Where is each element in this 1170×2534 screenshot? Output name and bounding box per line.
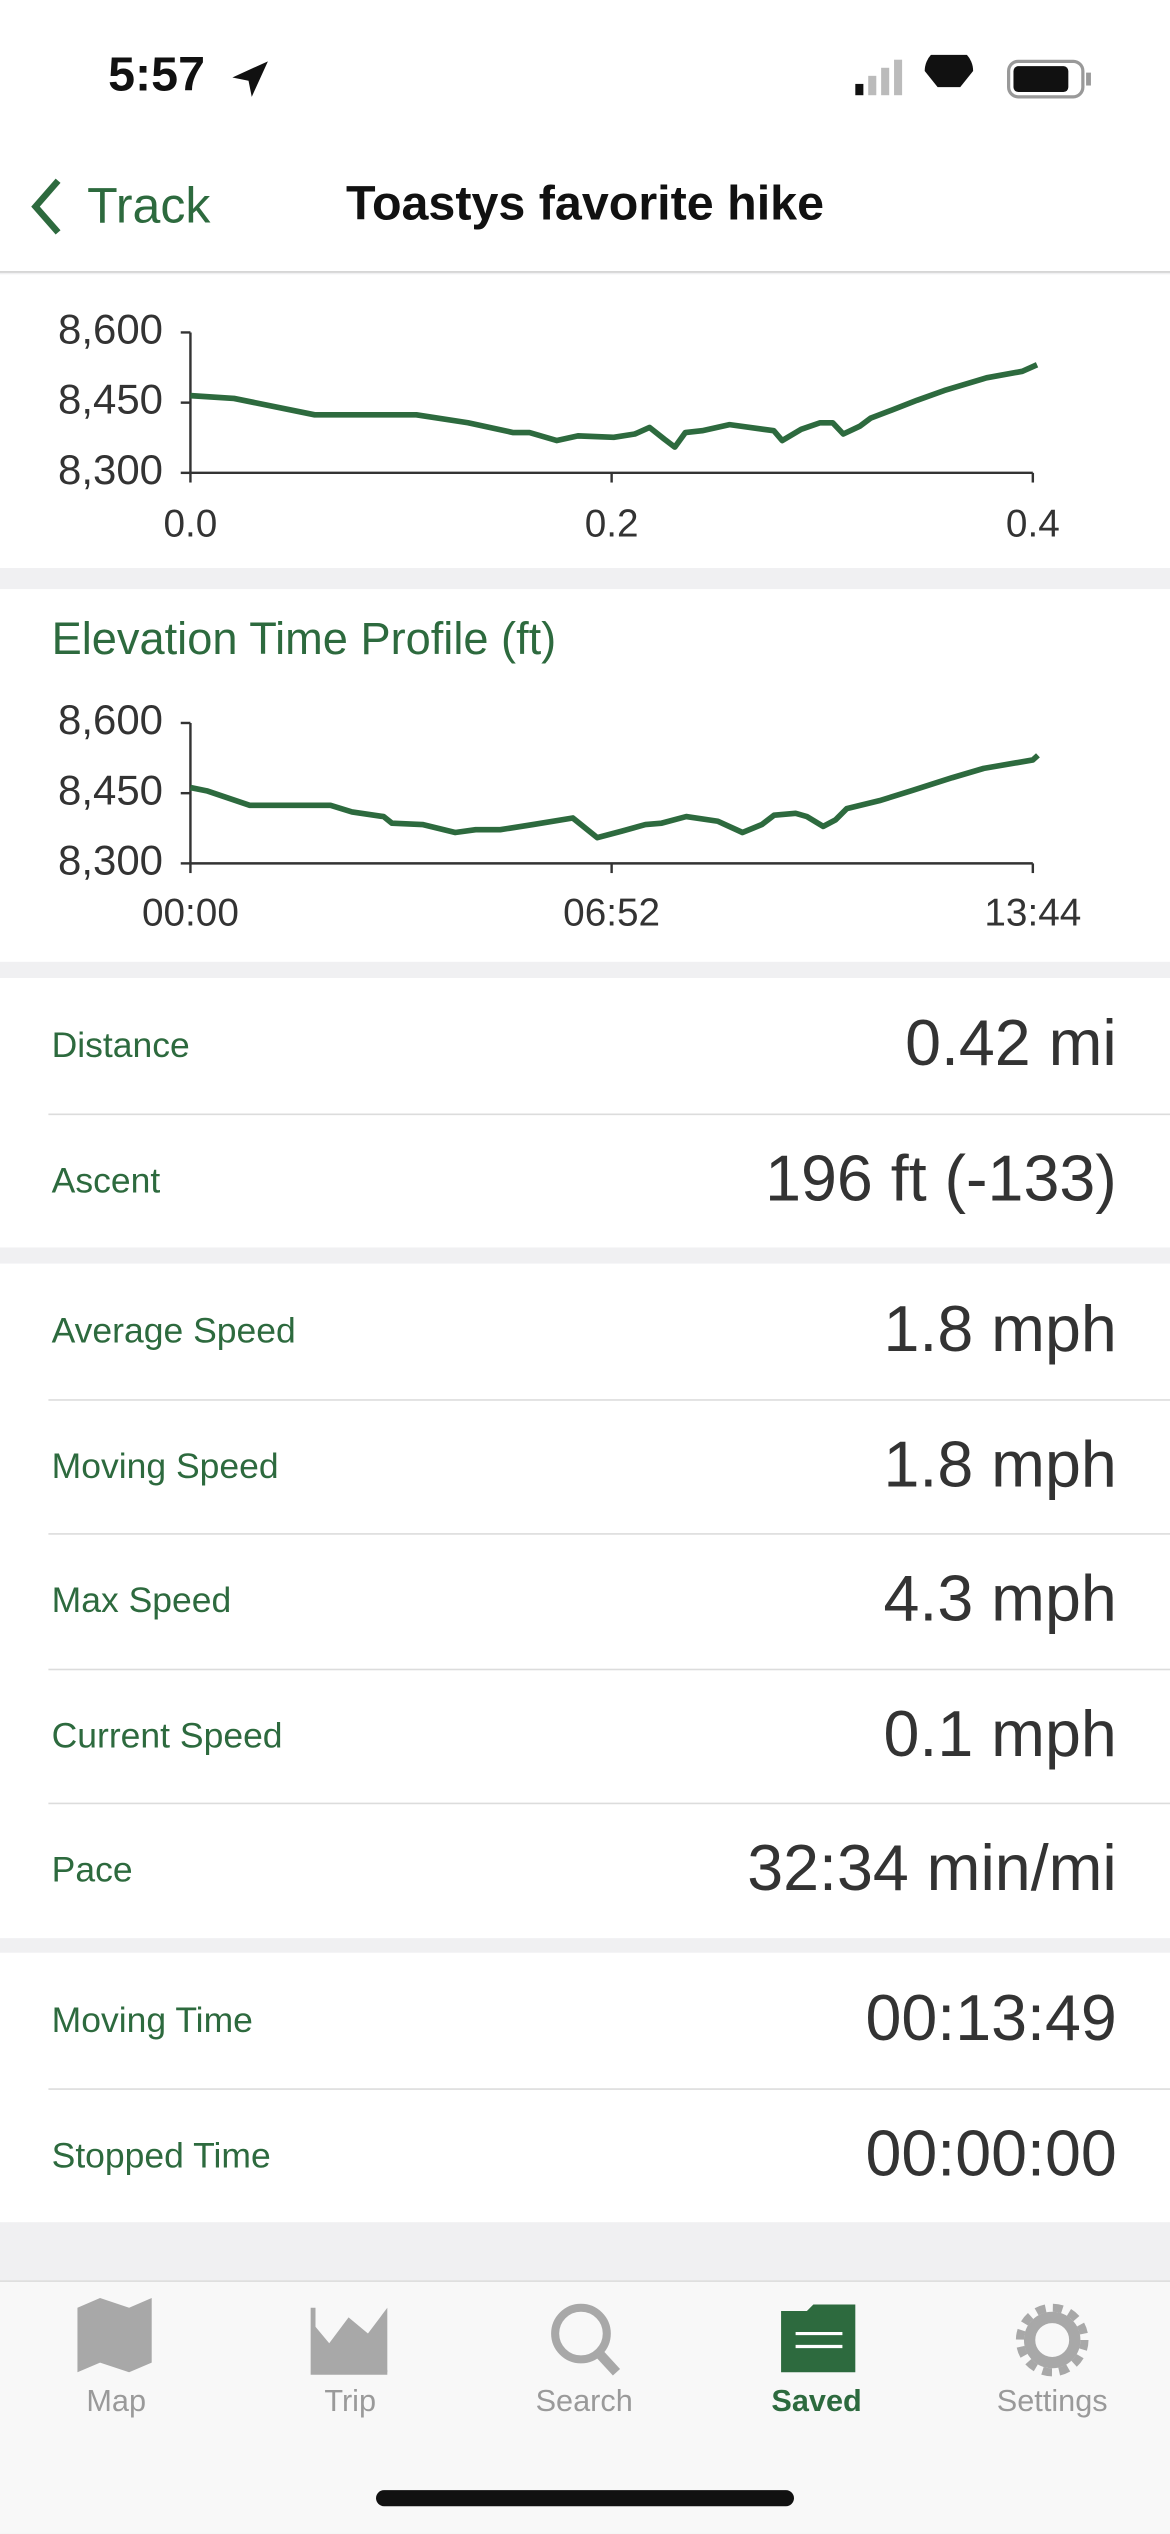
header: 5:57 Track Toastys favorite hike (0, 0, 1170, 273)
stat-value: 0.42 mi (905, 1008, 1117, 1080)
location-icon (232, 61, 268, 97)
stat-label: Moving Speed (51, 1445, 279, 1486)
tab-label[interactable]: Settings (996, 2385, 1108, 2420)
stat-label: Pace (51, 1849, 133, 1890)
separator (48, 2087, 1170, 2090)
stat-row: Moving Speed 1.8 mph (0, 1398, 1170, 1532)
separator (48, 1112, 1170, 1115)
stat-row: Current Speed 0.1 mph (0, 1668, 1170, 1802)
tab-label[interactable]: Trip (324, 2385, 377, 2420)
y-tick-label: 8,300 (58, 836, 163, 883)
nav-title: Toastys favorite hike (345, 177, 825, 231)
chart: Elevation Time Profile (ft) 8,300 8,450 8,6… (52, 613, 1082, 934)
stat-value: 1.8 mph (883, 1294, 1117, 1366)
tab-label[interactable]: Search (535, 2385, 633, 2420)
tab-label[interactable]: Saved (771, 2385, 862, 2420)
y-tick-label: 8,300 (58, 446, 163, 493)
x-tick-label: 0.0 (164, 502, 218, 545)
stat-label: Ascent (51, 1159, 161, 1200)
stat-row: Max Speed 4.3 mph (0, 1533, 1170, 1667)
stat-label: Average Speed (51, 1310, 296, 1351)
x-tick-label: 13:44 (984, 891, 1081, 934)
y-tick-label: 8,450 (58, 376, 163, 423)
elevation-line (189, 753, 1040, 841)
stat-label: Max Speed (51, 1579, 232, 1621)
chart: 8,300 8,450 8,600 0.0 0.2 0.4 (58, 306, 1060, 546)
stat-value: 4.3 mph (883, 1563, 1117, 1635)
back-chevron[interactable] (23, 174, 71, 239)
x-tick-label: 0.2 (585, 502, 639, 545)
stat-row: Distance 0.42 mi (0, 978, 1170, 1112)
home-indicator (376, 2490, 794, 2507)
tab-icons (77, 2298, 1089, 2377)
clock: 5:57 (108, 48, 206, 102)
separator (48, 1802, 1170, 1805)
stats-group: Average Speed 1.8 mph Moving Speed 1.8 mph M… (0, 1263, 1170, 1938)
tab-label[interactable]: Map (86, 2385, 147, 2420)
stat-value: 00:13:49 (865, 1983, 1117, 2055)
x-tick-label: 0.4 (1006, 502, 1060, 545)
stat-value: 0.1 mph (883, 1698, 1117, 1770)
stat-value: 1.8 mph (883, 1429, 1117, 1501)
separator (48, 1667, 1170, 1670)
stat-value: 196 ft (-133) (765, 1143, 1117, 1215)
elevation-line (190, 362, 1039, 450)
y-tick-label: 8,600 (58, 306, 163, 353)
stat-label: Distance (51, 1024, 190, 1066)
chart-title: Elevation Time Profile (ft) (52, 613, 557, 664)
stats-group: Distance 0.42 mi Ascent 196 ft (-133) (0, 977, 1170, 1248)
stat-row: Moving Time 00:13:49 (0, 1953, 1170, 2087)
stat-label: Stopped Time (51, 2134, 271, 2175)
stat-row: Stopped Time 00:00:00 (0, 2087, 1170, 2221)
separator (48, 1533, 1170, 1535)
x-tick-label: 00:00 (142, 891, 239, 934)
stat-row: Ascent 196 ft (-133) (0, 1113, 1170, 1247)
divider (0, 271, 1170, 273)
status-icons (855, 54, 1091, 99)
back-button[interactable]: Track (87, 177, 211, 235)
chart-section: 8,300 8,450 8,600 0.0 0.2 0.4 (0, 274, 1170, 569)
stat-row: Average Speed 1.8 mph (0, 1264, 1170, 1398)
chart-section: Elevation Time Profile (ft) 8,300 8,450 8,6… (0, 589, 1170, 962)
x-tick-label: 06:52 (563, 891, 660, 934)
stat-row: Pace 32:34 min/mi (0, 1803, 1170, 1937)
y-tick-label: 8,450 (58, 766, 163, 813)
stat-value: 00:00:00 (865, 2118, 1117, 2190)
stat-value: 32:34 min/mi (747, 1833, 1117, 1905)
separator (48, 1398, 1170, 1400)
stats-group: Moving Time 00:13:49 Stopped Time 00:00:00 (0, 1952, 1170, 2223)
stat-label: Current Speed (51, 1714, 283, 1756)
stat-label: Moving Time (51, 1999, 253, 2040)
y-tick-label: 8,600 (58, 696, 163, 743)
